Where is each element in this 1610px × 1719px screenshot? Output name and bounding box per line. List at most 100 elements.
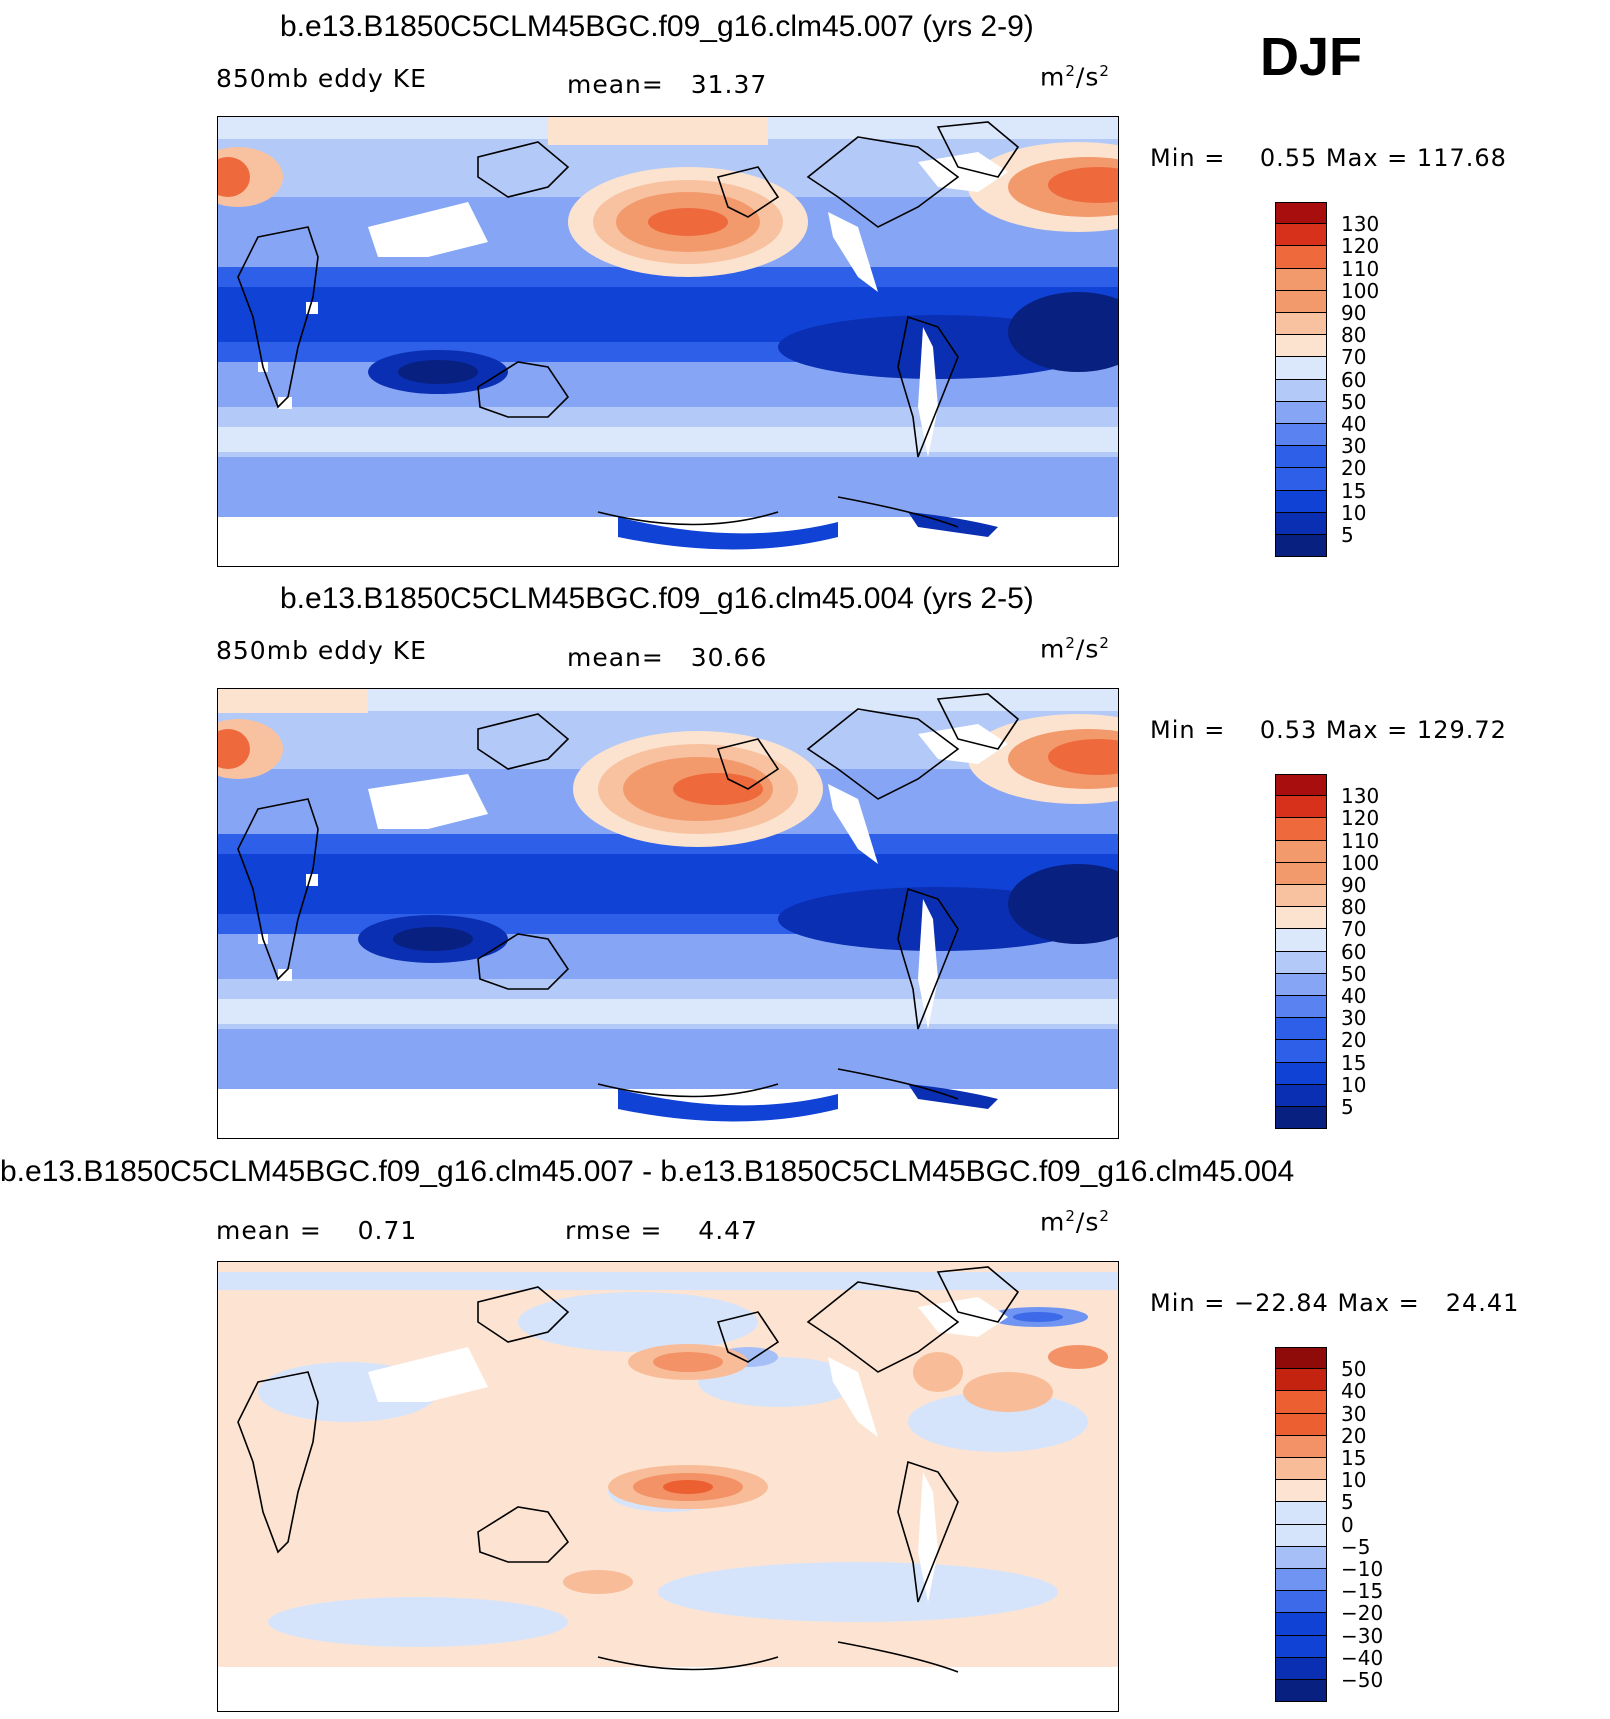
colorbar-label: 120 [1341, 234, 1380, 259]
panel3-mean-value: 0.71 [357, 1216, 418, 1245]
colorbar-label: 90 [1341, 873, 1367, 897]
colorbar-swatch [1275, 1591, 1327, 1614]
colorbar-swatch [1275, 424, 1327, 447]
panel3-min-label: Min = [1150, 1289, 1226, 1317]
season-label: DJF [1260, 27, 1363, 87]
colorbar-swatch [1275, 951, 1327, 974]
colorbar-swatch [1275, 268, 1327, 291]
colorbar-label: 50 [1341, 961, 1367, 986]
colorbar-swatch [1275, 246, 1327, 269]
colorbar-swatch [1275, 202, 1327, 225]
colorbar-swatch [1275, 357, 1327, 380]
panel3-rmse-value: 4.47 [698, 1216, 758, 1245]
panel1-units-exp2: 2 [1099, 62, 1110, 80]
panel1-minmax: Min = 0.55 Max = 117.68 [1150, 144, 1507, 172]
colorbar-label: −40 [1341, 1645, 1384, 1670]
panel2-units: m2/s2 [1040, 634, 1110, 663]
colorbar-swatch [1275, 973, 1327, 996]
colorbar-label: 5 [1341, 1490, 1354, 1515]
panel1-mean: mean= 31.37 [567, 70, 767, 99]
colorbar-label: 15 [1341, 1050, 1367, 1075]
panel2-max-label: Max = [1325, 716, 1409, 744]
colorbar-swatch [1275, 774, 1327, 797]
colorbar-label: 20 [1341, 1423, 1367, 1448]
colorbar-swatch [1275, 1524, 1327, 1547]
colorbar-label: 20 [1341, 456, 1367, 481]
panel3-rmse-label: rmse = [565, 1216, 663, 1245]
panel1-map-field [218, 117, 1118, 566]
colorbar-swatch [1275, 379, 1327, 402]
panel1-map [217, 116, 1119, 567]
colorbar-label: 10 [1341, 500, 1367, 525]
colorbar-swatch [1275, 862, 1327, 885]
colorbar-swatch [1275, 1084, 1327, 1107]
colorbar-label: 70 [1341, 345, 1367, 370]
panel1-units-base: m [1040, 62, 1066, 92]
colorbar-swatch [1275, 1613, 1327, 1636]
panel3-units-mid: /s [1075, 1207, 1100, 1237]
colorbar-swatch [1275, 490, 1327, 513]
panel2-mean: mean= 30.66 [567, 643, 767, 672]
colorbar-swatch [1275, 929, 1327, 952]
panel2-min-value: 0.53 [1259, 716, 1318, 744]
colorbar-label: −50 [1341, 1668, 1384, 1692]
colorbar-swatch [1275, 818, 1327, 841]
panel2-units-base: m [1040, 634, 1066, 664]
colorbar-swatch [1275, 1062, 1327, 1085]
panel2-max-value: 129.72 [1416, 716, 1507, 744]
panel2-variable-label: 850mb eddy KE [216, 636, 427, 665]
panel2-map [217, 688, 1119, 1139]
colorbar-swatch [1275, 1435, 1327, 1458]
panel3-title: b.e13.B1850C5CLM45BGC.f09_g16.clm45.007 … [0, 1155, 1295, 1188]
panel2-title: b.e13.B1850C5CLM45BGC.f09_g16.clm45.004 … [280, 582, 1034, 615]
colorbar-label: 15 [1341, 1446, 1367, 1470]
panel3-units-exp1: 2 [1065, 1207, 1076, 1225]
colorbar-label: 50 [1341, 1357, 1367, 1382]
colorbar-label: 90 [1341, 301, 1367, 325]
colorbar-label: 130 [1341, 212, 1380, 237]
colorbar-label: 40 [1341, 412, 1367, 436]
panel3-units-exp2: 2 [1099, 1207, 1110, 1225]
panel1-max-label: Max = [1325, 144, 1409, 172]
colorbar-label: 40 [1341, 1379, 1367, 1404]
colorbar-swatch [1275, 1546, 1327, 1569]
colorbar-swatch [1275, 1502, 1327, 1525]
colorbar-swatch [1275, 1413, 1327, 1436]
panel3-units: m2/s2 [1040, 1207, 1110, 1236]
panel1-mean-label: mean= [567, 70, 664, 99]
colorbar-swatch [1275, 468, 1327, 491]
colorbar-swatch [1275, 313, 1327, 336]
colorbar-swatch [1275, 224, 1327, 247]
colorbar-label: 100 [1341, 850, 1380, 875]
panel1-mean-value: 31.37 [690, 70, 768, 99]
panel1-units: m2/s2 [1040, 62, 1110, 91]
colorbar-label: 30 [1341, 1401, 1367, 1426]
colorbar-swatch [1275, 512, 1327, 535]
colorbar-label: −20 [1341, 1601, 1384, 1626]
colorbar-swatch [1275, 996, 1327, 1019]
colorbar-label: 30 [1341, 1006, 1367, 1031]
colorbar-swatch [1275, 1480, 1327, 1503]
colorbar-swatch [1275, 1391, 1327, 1414]
panel3-map [217, 1261, 1119, 1712]
panel3-rmse: rmse = 4.47 [565, 1216, 758, 1245]
colorbar-swatch [1275, 290, 1327, 313]
panel3-min-value: −22.84 [1233, 1289, 1329, 1317]
colorbar-swatch [1275, 1657, 1327, 1680]
colorbar-label: 60 [1341, 367, 1367, 392]
colorbar-label: 10 [1341, 1468, 1367, 1493]
colorbar-label: 80 [1341, 323, 1367, 348]
colorbar-frame [1275, 202, 1327, 558]
panel1-max-value: 117.68 [1416, 144, 1507, 172]
colorbar-label: 20 [1341, 1028, 1367, 1053]
panel1-min-value: 0.55 [1259, 144, 1318, 172]
colorbar-swatch [1275, 446, 1327, 469]
colorbar-label: 40 [1341, 984, 1367, 1008]
colorbar-label: 5 [1341, 1095, 1354, 1119]
colorbar-swatch [1275, 907, 1327, 930]
colorbar-swatch [1275, 1347, 1327, 1370]
panel1-units-mid: /s [1075, 62, 1100, 92]
panel2-units-mid: /s [1075, 634, 1100, 664]
colorbar-label: 130 [1341, 784, 1380, 809]
colorbar-label: 110 [1341, 256, 1380, 281]
